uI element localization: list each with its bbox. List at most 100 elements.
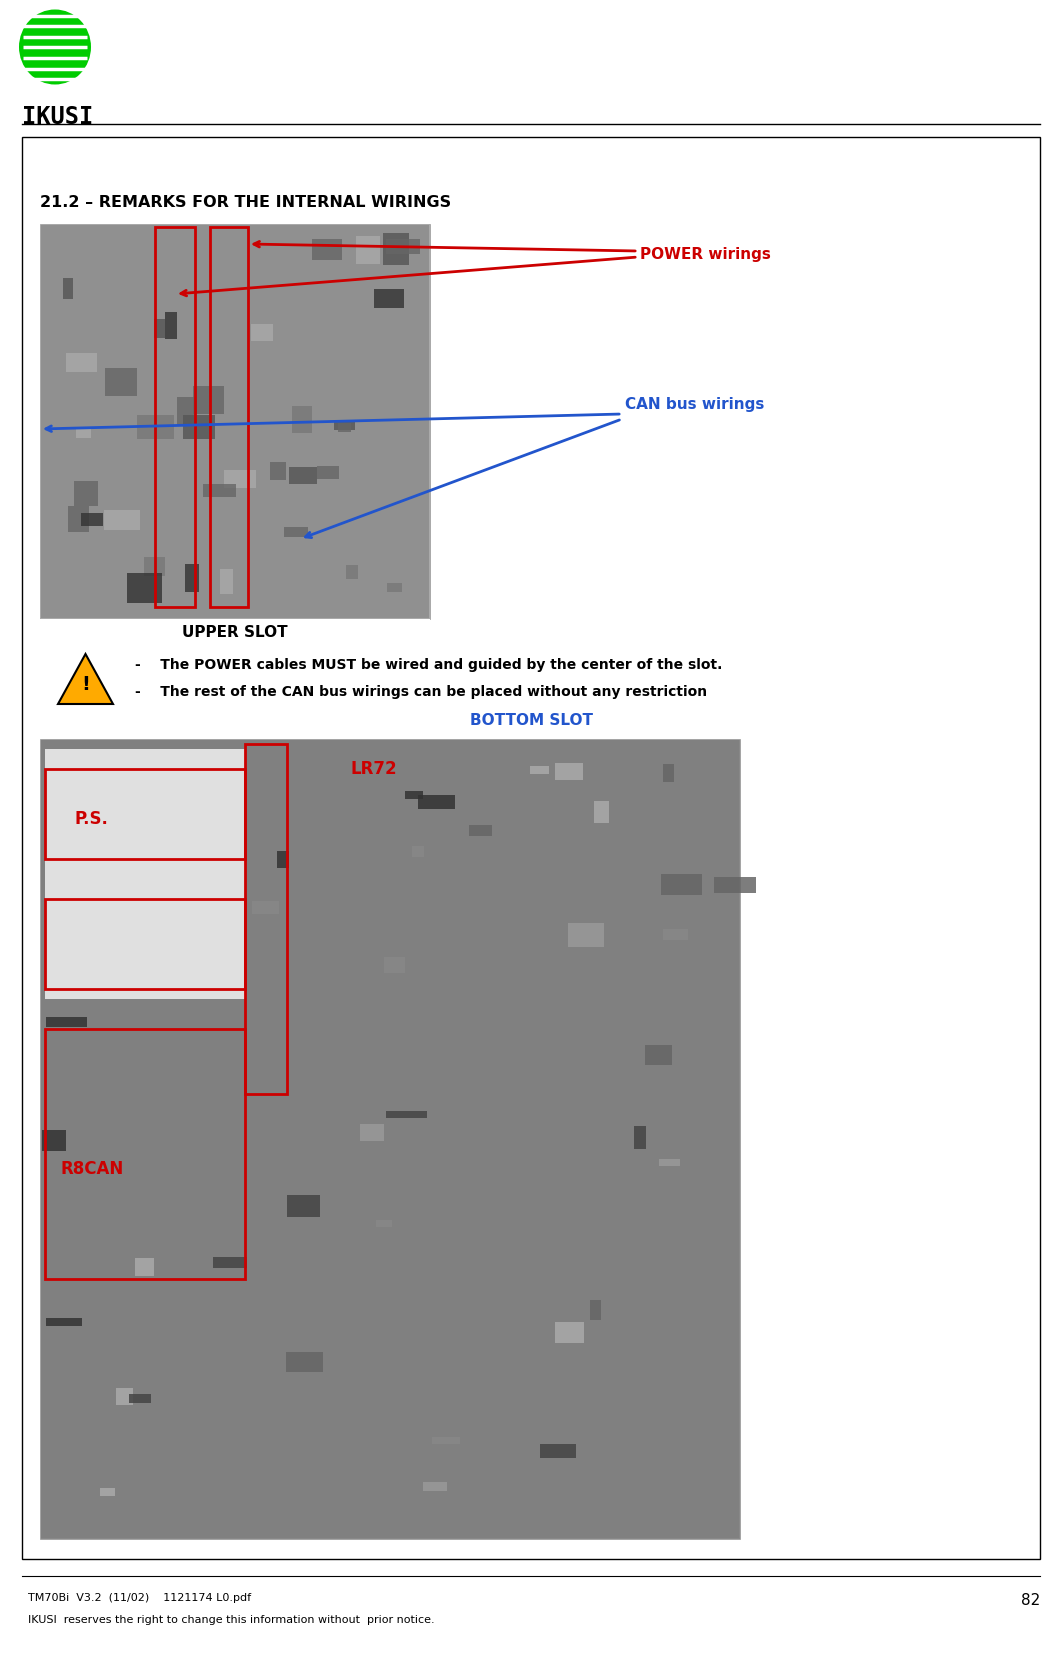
Bar: [595, 802, 609, 824]
Text: IKUSI  reserves the right to change this information without  prior notice.: IKUSI reserves the right to change this …: [28, 1614, 434, 1624]
Bar: [177, 398, 196, 426]
Text: R8CAN: R8CAN: [59, 1160, 123, 1176]
Text: BOTTOM SLOT: BOTTOM SLOT: [469, 713, 593, 727]
Bar: [541, 1445, 576, 1458]
Bar: [45, 749, 245, 999]
Bar: [338, 424, 352, 432]
Text: 82: 82: [1021, 1592, 1040, 1607]
Bar: [292, 406, 311, 434]
Text: P.S.: P.S.: [75, 810, 109, 827]
Bar: [66, 355, 98, 373]
Bar: [105, 370, 137, 396]
Bar: [530, 767, 549, 774]
Polygon shape: [58, 655, 113, 704]
Bar: [22, 138, 1040, 1559]
Bar: [177, 875, 201, 888]
Bar: [129, 1394, 151, 1403]
Bar: [45, 769, 245, 860]
Bar: [224, 471, 256, 489]
Bar: [590, 1301, 601, 1319]
Bar: [154, 320, 165, 340]
Bar: [405, 792, 423, 800]
Text: 21.2 – REMARKS FOR THE INTERNAL WIRINGS: 21.2 – REMARKS FOR THE INTERNAL WIRINGS: [40, 196, 451, 210]
Bar: [100, 1488, 115, 1496]
Bar: [646, 1046, 671, 1065]
Bar: [252, 901, 279, 915]
Bar: [316, 467, 339, 481]
Bar: [286, 1352, 324, 1372]
Bar: [193, 388, 224, 414]
Bar: [335, 421, 355, 431]
Bar: [40, 620, 430, 648]
Bar: [210, 229, 249, 608]
Bar: [144, 898, 155, 918]
Bar: [185, 565, 200, 593]
Bar: [432, 1437, 460, 1443]
Bar: [41, 225, 429, 618]
Bar: [555, 1322, 584, 1342]
Bar: [360, 1125, 383, 1142]
Bar: [568, 923, 604, 948]
Bar: [251, 325, 273, 341]
Bar: [41, 741, 739, 1538]
Bar: [221, 570, 234, 595]
Text: IKUSI: IKUSI: [22, 104, 93, 129]
Bar: [126, 573, 162, 603]
Bar: [383, 234, 409, 265]
Bar: [81, 514, 103, 527]
Bar: [40, 739, 740, 1539]
Bar: [46, 1317, 82, 1326]
Bar: [150, 953, 166, 966]
Bar: [356, 237, 380, 265]
Bar: [412, 847, 424, 858]
Bar: [664, 930, 687, 940]
Bar: [270, 462, 286, 481]
Bar: [212, 1258, 247, 1269]
Text: LR72: LR72: [350, 759, 396, 777]
Bar: [386, 1112, 427, 1118]
Text: POWER wirings: POWER wirings: [640, 247, 771, 262]
Ellipse shape: [19, 10, 91, 86]
Bar: [387, 583, 402, 592]
Bar: [155, 229, 195, 608]
Bar: [45, 1029, 245, 1279]
Bar: [144, 558, 166, 577]
Bar: [417, 795, 455, 810]
Bar: [183, 416, 215, 441]
Text: -    The rest of the CAN bus wirings can be placed without any restriction: - The rest of the CAN bus wirings can be…: [135, 684, 707, 699]
Bar: [137, 416, 174, 439]
Bar: [40, 225, 430, 620]
Bar: [714, 877, 756, 893]
Bar: [287, 1195, 320, 1218]
Text: UPPER SLOT: UPPER SLOT: [183, 625, 288, 640]
Bar: [116, 1387, 134, 1405]
Bar: [166, 313, 177, 340]
Bar: [47, 1017, 87, 1027]
Bar: [68, 507, 89, 534]
Text: TM70Bi  V3.2  (11/02)    1121174 L0.pdf: TM70Bi V3.2 (11/02) 1121174 L0.pdf: [28, 1592, 251, 1602]
Bar: [384, 958, 405, 973]
Bar: [663, 764, 673, 782]
Bar: [312, 240, 342, 260]
Text: !: !: [81, 674, 90, 694]
Bar: [277, 852, 289, 868]
Bar: [554, 764, 583, 780]
Bar: [387, 240, 419, 255]
Bar: [64, 278, 72, 300]
Bar: [374, 290, 404, 308]
Bar: [42, 1130, 66, 1152]
Text: CAN bus wirings: CAN bus wirings: [626, 398, 765, 413]
Text: -    The POWER cables MUST be wired and guided by the center of the slot.: - The POWER cables MUST be wired and gui…: [135, 658, 722, 671]
Bar: [376, 1220, 392, 1228]
Bar: [136, 1258, 154, 1276]
Bar: [469, 825, 493, 837]
Bar: [76, 429, 91, 439]
Bar: [423, 1483, 447, 1491]
Bar: [104, 510, 139, 530]
Bar: [661, 875, 702, 895]
Bar: [660, 1160, 681, 1167]
Bar: [74, 482, 98, 507]
Bar: [634, 1127, 646, 1150]
Bar: [203, 486, 236, 497]
Bar: [289, 467, 318, 486]
